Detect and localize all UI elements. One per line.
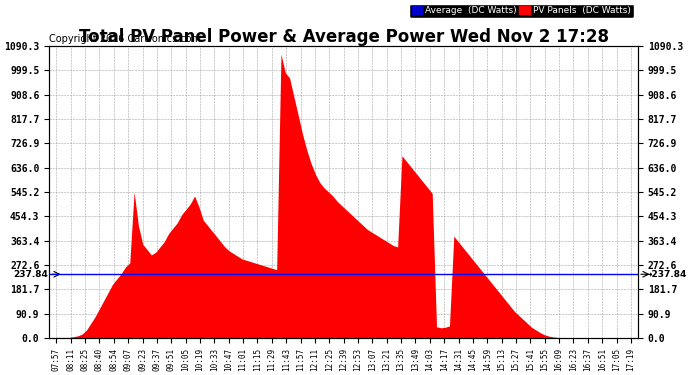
Legend: Average  (DC Watts), PV Panels  (DC Watts): Average (DC Watts), PV Panels (DC Watts)	[409, 4, 633, 18]
Title: Total PV Panel Power & Average Power Wed Nov 2 17:28: Total PV Panel Power & Average Power Wed…	[79, 28, 609, 46]
Text: →237.84: →237.84	[644, 270, 687, 279]
Text: Copyright 2016 Cartronics.com: Copyright 2016 Cartronics.com	[49, 34, 201, 44]
Text: 237.84: 237.84	[13, 270, 48, 279]
